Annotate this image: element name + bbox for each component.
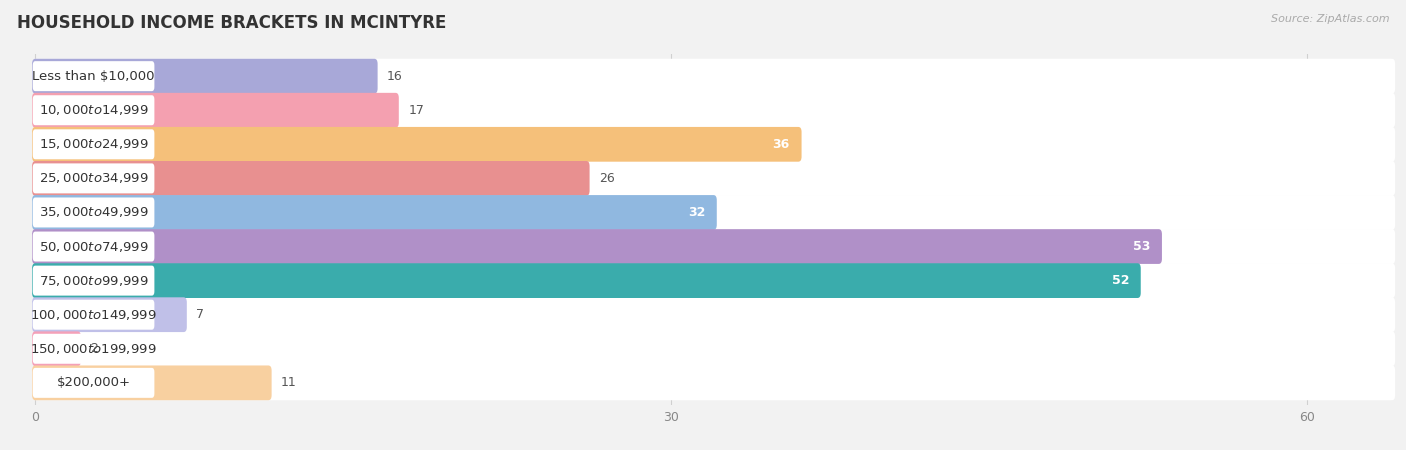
- FancyBboxPatch shape: [32, 266, 155, 296]
- Text: $75,000 to $99,999: $75,000 to $99,999: [39, 274, 149, 288]
- FancyBboxPatch shape: [32, 61, 155, 91]
- Text: $35,000 to $49,999: $35,000 to $49,999: [39, 206, 149, 220]
- Text: $50,000 to $74,999: $50,000 to $74,999: [39, 239, 149, 253]
- Text: 17: 17: [408, 104, 425, 117]
- FancyBboxPatch shape: [32, 59, 378, 94]
- FancyBboxPatch shape: [32, 95, 155, 125]
- Text: 53: 53: [1133, 240, 1150, 253]
- FancyBboxPatch shape: [32, 93, 399, 128]
- FancyBboxPatch shape: [32, 229, 1395, 264]
- Text: 11: 11: [281, 376, 297, 389]
- FancyBboxPatch shape: [32, 195, 717, 230]
- Text: $200,000+: $200,000+: [56, 376, 131, 389]
- FancyBboxPatch shape: [32, 263, 1140, 298]
- FancyBboxPatch shape: [32, 232, 155, 261]
- Text: 52: 52: [1112, 274, 1129, 287]
- FancyBboxPatch shape: [32, 127, 1395, 162]
- Text: 26: 26: [599, 172, 614, 185]
- Text: 7: 7: [197, 308, 204, 321]
- FancyBboxPatch shape: [32, 297, 1395, 332]
- FancyBboxPatch shape: [32, 331, 80, 366]
- FancyBboxPatch shape: [32, 334, 155, 364]
- FancyBboxPatch shape: [32, 198, 155, 227]
- FancyBboxPatch shape: [32, 331, 1395, 366]
- FancyBboxPatch shape: [32, 365, 271, 400]
- Text: 16: 16: [387, 70, 404, 83]
- FancyBboxPatch shape: [32, 127, 801, 162]
- FancyBboxPatch shape: [32, 300, 155, 330]
- Text: $100,000 to $149,999: $100,000 to $149,999: [31, 308, 157, 322]
- FancyBboxPatch shape: [32, 163, 155, 194]
- Text: 2: 2: [90, 342, 98, 355]
- Text: HOUSEHOLD INCOME BRACKETS IN MCINTYRE: HOUSEHOLD INCOME BRACKETS IN MCINTYRE: [17, 14, 446, 32]
- FancyBboxPatch shape: [32, 297, 187, 332]
- Text: 32: 32: [688, 206, 706, 219]
- FancyBboxPatch shape: [32, 368, 155, 398]
- FancyBboxPatch shape: [32, 229, 1161, 264]
- FancyBboxPatch shape: [32, 59, 1395, 94]
- FancyBboxPatch shape: [32, 161, 1395, 196]
- Text: $150,000 to $199,999: $150,000 to $199,999: [31, 342, 157, 356]
- FancyBboxPatch shape: [32, 93, 1395, 128]
- FancyBboxPatch shape: [32, 195, 1395, 230]
- Text: $10,000 to $14,999: $10,000 to $14,999: [39, 103, 149, 117]
- Text: Less than $10,000: Less than $10,000: [32, 70, 155, 83]
- Text: 36: 36: [773, 138, 790, 151]
- FancyBboxPatch shape: [32, 129, 155, 159]
- Text: $25,000 to $34,999: $25,000 to $34,999: [39, 171, 149, 185]
- FancyBboxPatch shape: [32, 365, 1395, 400]
- FancyBboxPatch shape: [32, 161, 589, 196]
- Text: $15,000 to $24,999: $15,000 to $24,999: [39, 137, 149, 151]
- Text: Source: ZipAtlas.com: Source: ZipAtlas.com: [1271, 14, 1389, 23]
- FancyBboxPatch shape: [32, 263, 1395, 298]
